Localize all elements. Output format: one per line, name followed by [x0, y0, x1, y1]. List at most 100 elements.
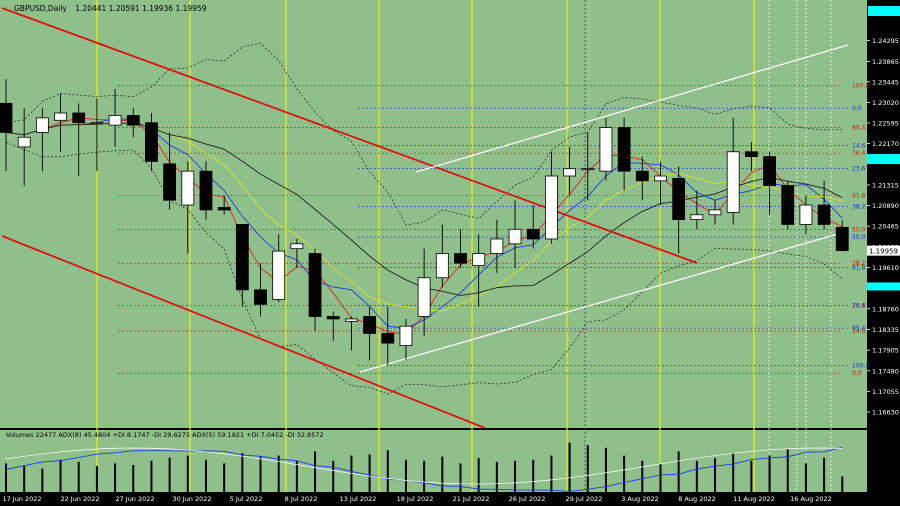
candle-body-39 [708, 209, 722, 216]
channel-white-lower [359, 230, 849, 373]
indicator-pane-background [0, 430, 867, 492]
adx-main-line [5, 446, 843, 492]
candle-body-41 [744, 151, 758, 158]
date-label-0: 17 Jun 2022 [2, 495, 41, 503]
fibo-blue-label-4: 50.0 [852, 234, 866, 241]
price-tick-label-12: 1.18760 [872, 305, 899, 313]
candle-body-42 [763, 156, 776, 187]
candle-body-27 [490, 238, 504, 254]
candle-body-45 [817, 204, 831, 225]
price-tick-label-4: 1.22595 [872, 119, 899, 127]
candle-body-37 [672, 178, 686, 221]
adx-di-line [5, 447, 843, 485]
price-tick-label-5: 1.22170 [872, 140, 899, 148]
candle-body-31 [563, 168, 576, 177]
cyan-price-tag-1 [867, 154, 900, 165]
price-tick-label-10: 1.19610 [872, 264, 899, 272]
symbol-timeframe: GBPUSD,Daily [14, 4, 67, 13]
candle-body-11 [199, 170, 213, 211]
candle-body-1 [17, 136, 31, 148]
date-label-5: 8 Jul 2022 [285, 495, 318, 503]
date-label-4: 5 Jul 2022 [230, 495, 263, 503]
fibo-blue-label-8: 100.0 [852, 362, 869, 369]
price-tick-label-16: 1.17055 [872, 388, 899, 396]
candle-body-35 [635, 170, 649, 182]
top-right-price-tag [868, 6, 900, 16]
fibo-red-label-6: 23.6 [852, 302, 866, 309]
price-tick-label-1: 1.23865 [872, 58, 899, 66]
date-label-10: 29 Jul 2022 [566, 495, 603, 503]
candle-body-43 [781, 185, 795, 225]
date-label-13: 11 Aug 2022 [733, 495, 775, 503]
candle-body-29 [526, 228, 540, 240]
date-label-7: 18 Jul 2022 [397, 495, 434, 503]
candle-body-22 [399, 325, 413, 346]
candle-body-18 [326, 316, 340, 320]
candle-body-32 [581, 168, 595, 171]
ohlc-values: 1.20441 1.20591 1.19936 1.19959 [75, 4, 206, 13]
fibo-red-label-0: 100.0 [852, 82, 869, 89]
fibo-red-label-3: 61.8 [852, 192, 866, 199]
price-tick-label-3: 1.23020 [872, 99, 899, 107]
candle-body-40 [726, 151, 740, 213]
candle-body-19 [345, 318, 358, 322]
chart-header: GBPUSD,Daily 1.20441 1.20591 1.19936 1.1… [14, 4, 207, 13]
candle-body-2 [35, 117, 49, 133]
date-label-12: 8 Aug 2022 [678, 495, 716, 503]
channel-red-upper [1, 7, 698, 264]
price-axis: 1.24295 1.23865 1.23445 1.23020 1.22595 1.221… [867, 37, 900, 416]
fibo-red-label-1: 85.4 [852, 125, 866, 132]
fibo-blue-label-6: 76.4 [852, 302, 866, 309]
candle-body-24 [435, 253, 449, 279]
candle-body-38 [690, 214, 704, 221]
price-tick-label-6: 1.21315 [872, 181, 899, 189]
date-label-11: 3 Aug 2022 [621, 495, 659, 503]
fibo-blue-label-3: 38.2 [852, 204, 866, 211]
fibo-blue-label-2: 23.6 [852, 166, 866, 173]
date-label-14: 16 Aug 2022 [790, 495, 832, 503]
date-label-8: 21 Jul 2022 [453, 495, 490, 503]
price-tick-label-0: 1.24295 [872, 37, 899, 45]
candle-body-33 [599, 127, 613, 172]
candle-body-10 [181, 170, 195, 206]
date-label-9: 26 Jul 2022 [509, 495, 546, 503]
candle-body-46 [835, 226, 849, 252]
candle-body-7 [126, 115, 140, 126]
candle-body-5 [90, 122, 104, 125]
price-tick-label-8: 1.20465 [872, 223, 899, 231]
fibo-blue-label-0: 0.0 [852, 105, 862, 112]
candle-body-21 [381, 333, 395, 344]
price-tick-label-17: 1.16630 [872, 408, 899, 416]
candle-body-34 [617, 127, 631, 172]
current-price-label: 1.19959 [869, 248, 898, 256]
vertical-marker-lines [96, 0, 832, 492]
price-tick-label-13: 1.18335 [872, 326, 899, 334]
candle-body-17 [308, 253, 322, 317]
fibo-red-label-5: 38.2 [852, 260, 866, 267]
candle-body-28 [508, 228, 522, 245]
candle-body-0 [0, 102, 13, 133]
main-pane-background [0, 0, 867, 428]
date-label-2: 27 Jun 2022 [115, 495, 154, 503]
fibo-blue-label-5: 61.8 [852, 265, 866, 272]
candle-body-44 [799, 204, 813, 225]
candle-body-6 [108, 115, 122, 126]
candle-body-13 [235, 224, 249, 291]
price-tick-label-15: 1.17480 [872, 367, 899, 375]
candle-body-15 [272, 250, 286, 300]
candle-body-25 [454, 253, 467, 264]
fibo-red-label-8: 0.0 [852, 370, 862, 377]
cyan-price-tag-2 [867, 282, 900, 291]
candle-body-26 [472, 253, 486, 267]
fibo-blue-label-7: 85.4 [852, 325, 866, 332]
channel-white-upper [415, 44, 849, 173]
candle-body-12 [217, 207, 231, 211]
fibonacci-levels: 100.085.476.461.850.038.223.614.60.00.01… [118, 82, 869, 377]
candle-body-9 [163, 163, 177, 201]
date-label-1: 22 Jun 2022 [60, 495, 99, 503]
trend-channels [1, 7, 849, 429]
volume-axis-min: 0 [870, 484, 874, 492]
candle-body-3 [54, 112, 67, 121]
candle-body-30 [545, 175, 558, 240]
